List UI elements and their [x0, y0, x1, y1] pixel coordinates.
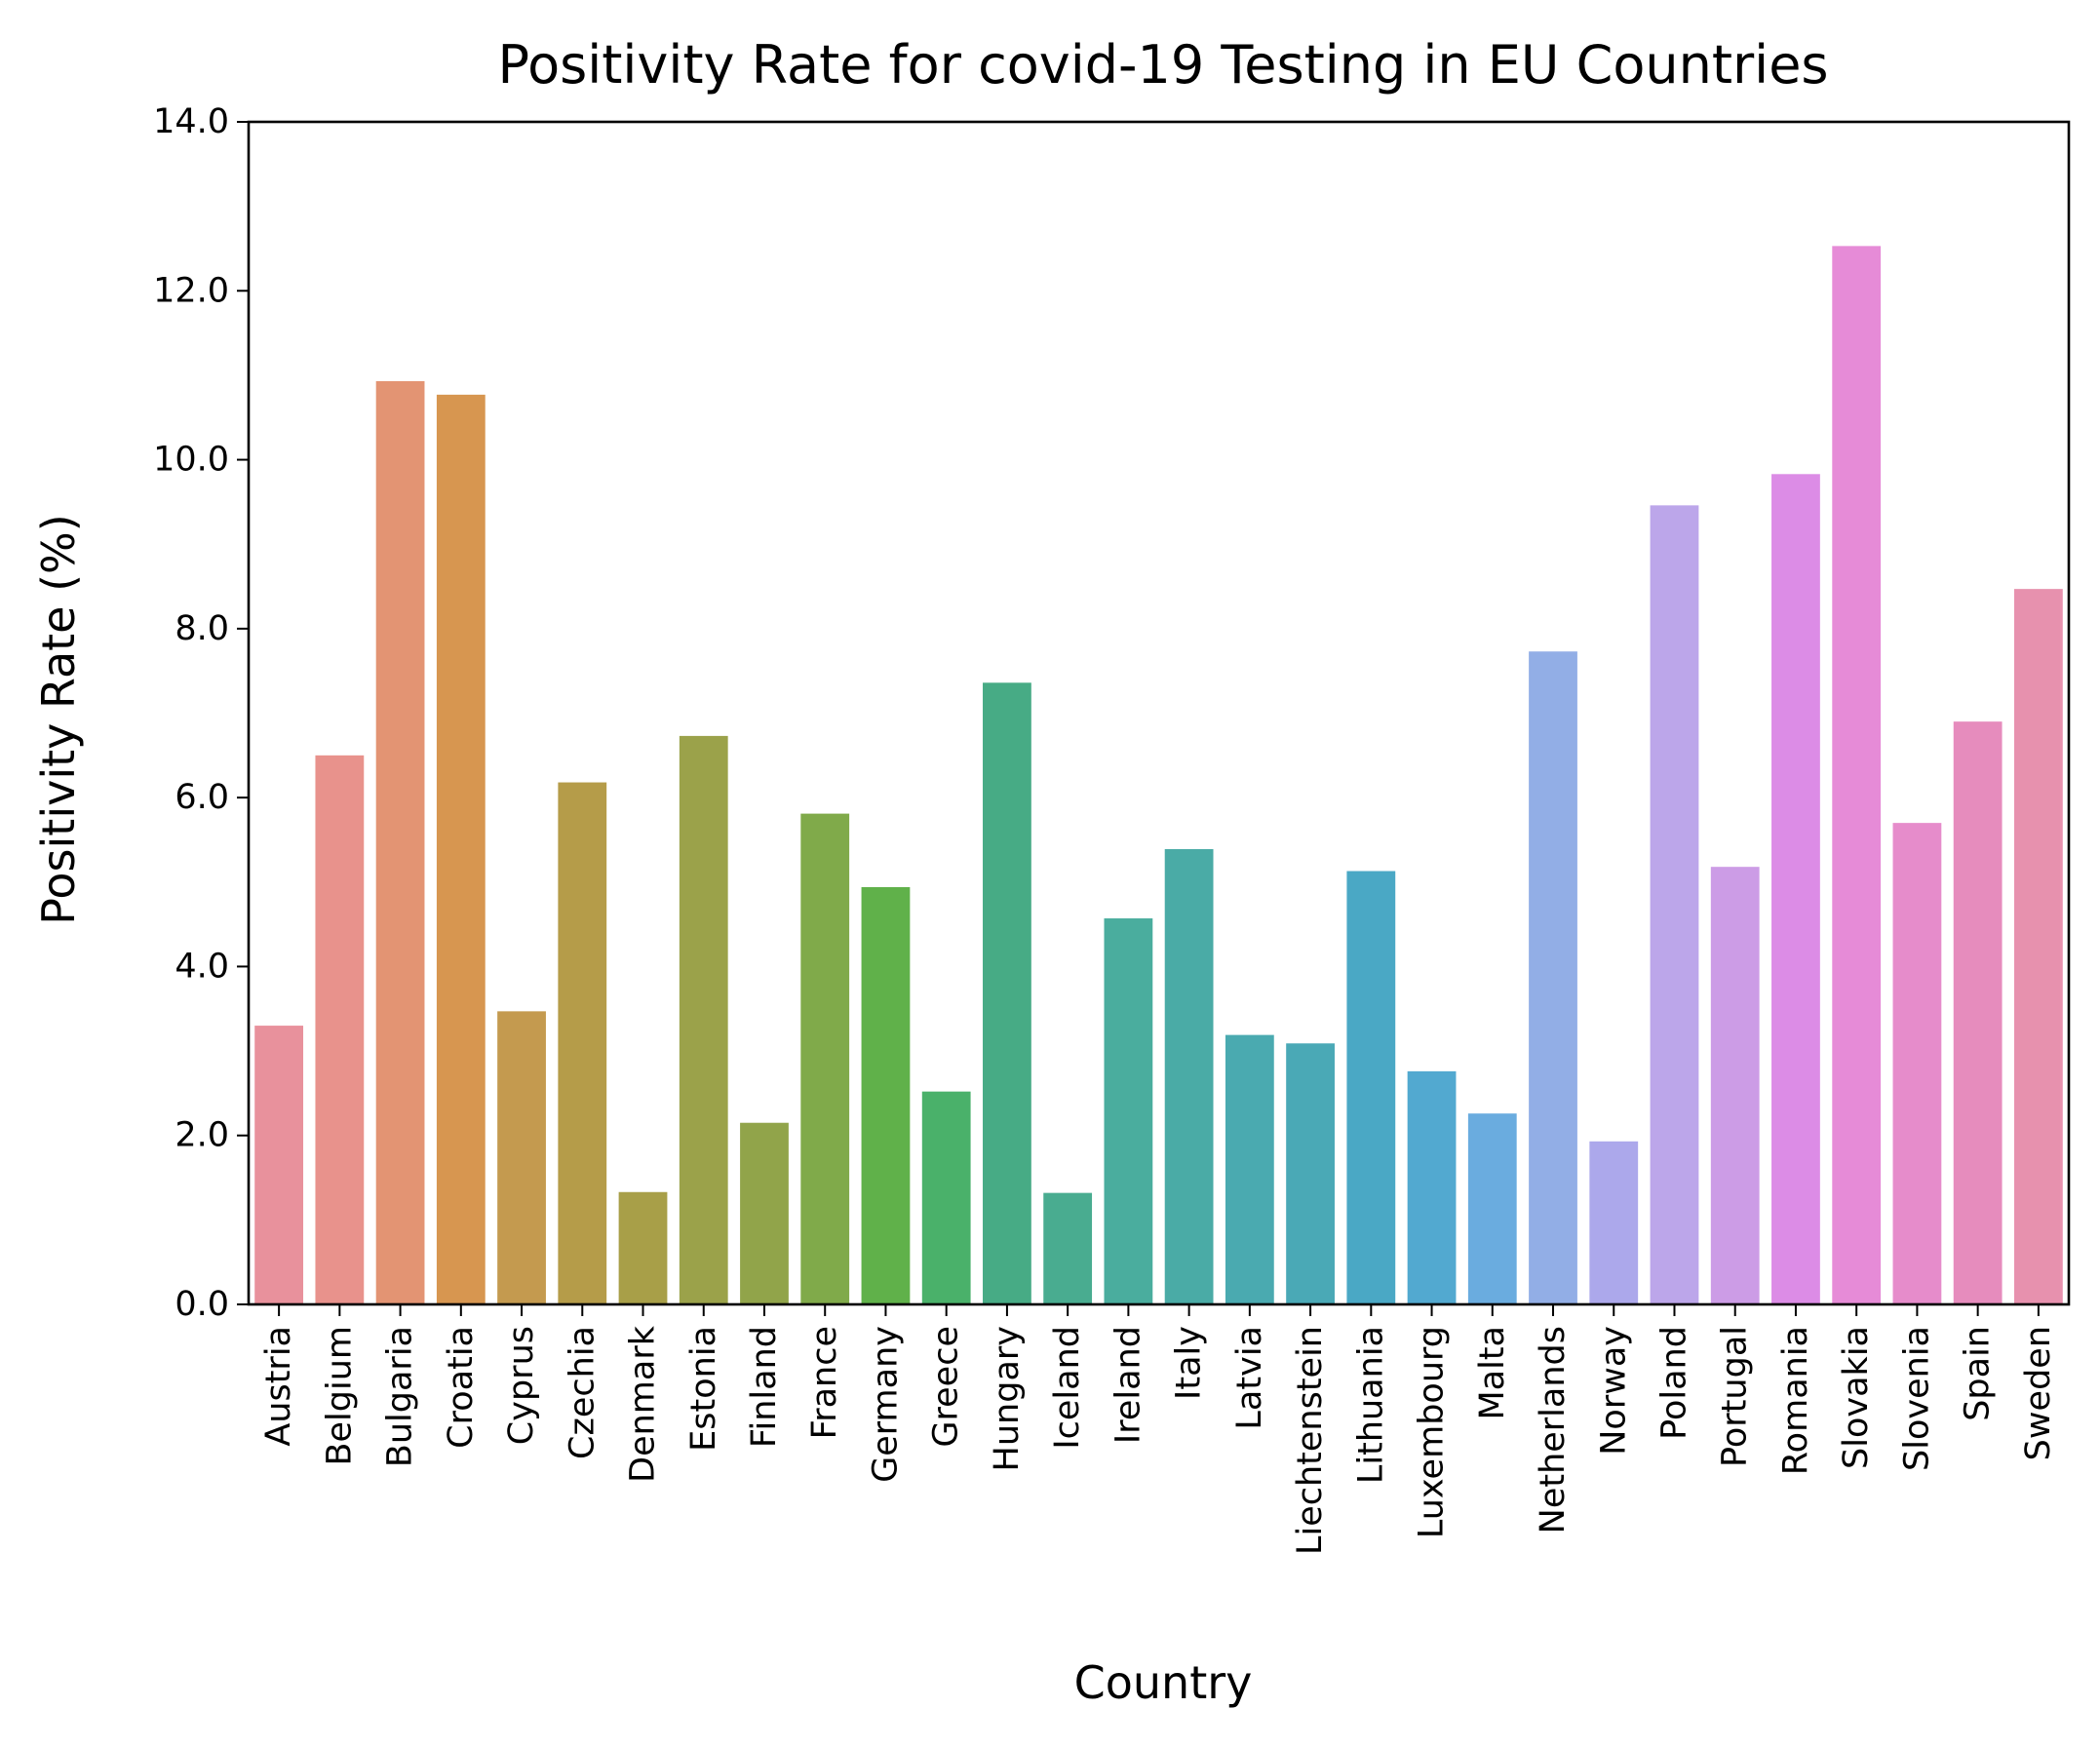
x-tick-label-netherlands: Netherlands — [1534, 1326, 1573, 1533]
x-tick-label-austria: Austria — [259, 1326, 298, 1447]
x-axis-title: Country — [1074, 1656, 1253, 1709]
x-tick-label-slovakia: Slovakia — [1837, 1326, 1876, 1469]
bar-portugal — [1710, 867, 1760, 1304]
x-tick-label-lithuania: Lithuania — [1351, 1326, 1390, 1484]
x-tick-label-sweden: Sweden — [2019, 1326, 2058, 1460]
x-tick-label-croatia: Croatia — [442, 1326, 481, 1449]
bar-slovakia — [1832, 246, 1882, 1305]
x-tick-label-germany: Germany — [866, 1326, 905, 1483]
y-tick-label: 10.0 — [153, 441, 229, 480]
x-tick-label-italy: Italy — [1170, 1326, 1209, 1400]
bar-greece — [921, 1091, 971, 1304]
bar-denmark — [618, 1191, 668, 1304]
x-tick-label-czechia: Czechia — [563, 1326, 602, 1459]
bar-italy — [1164, 848, 1214, 1304]
bar-austria — [254, 1026, 304, 1304]
bar-ireland — [1104, 918, 1153, 1304]
bar-luxembourg — [1407, 1070, 1457, 1304]
bar-liechtenstein — [1286, 1043, 1335, 1304]
x-tick-label-ireland: Ireland — [1108, 1326, 1147, 1444]
bar-croatia — [436, 394, 486, 1304]
bar-bulgaria — [375, 380, 425, 1305]
x-tick-label-romania: Romania — [1776, 1326, 1815, 1475]
x-tick-label-belgium: Belgium — [320, 1326, 359, 1466]
chart-title: Positivity Rate for covid-19 Testing in … — [497, 34, 1828, 96]
x-tick-label-latvia: Latvia — [1230, 1326, 1269, 1430]
bar-netherlands — [1529, 651, 1577, 1304]
x-tick-label-bulgaria: Bulgaria — [381, 1326, 420, 1467]
x-tick-label-cyprus: Cyprus — [502, 1326, 541, 1445]
bar-iceland — [1043, 1192, 1093, 1304]
x-tick-label-norway: Norway — [1594, 1326, 1633, 1456]
bar-norway — [1589, 1141, 1639, 1304]
bar-cyprus — [497, 1011, 546, 1304]
x-tick-label-luxembourg: Luxembourg — [1413, 1326, 1452, 1538]
y-tick-label: 8.0 — [175, 609, 229, 648]
x-tick-label-france: France — [805, 1326, 844, 1439]
x-tick-label-spain: Spain — [1959, 1326, 1998, 1421]
bar-germany — [861, 886, 911, 1304]
x-axis: Austria Belgium Bulgaria Croatia Cyprus Czech… — [259, 1304, 2058, 1555]
x-tick-label-estonia: Estonia — [684, 1326, 723, 1452]
x-tick-label-finland: Finland — [745, 1326, 784, 1448]
y-tick-label: 12.0 — [153, 271, 229, 310]
y-tick-label: 6.0 — [175, 778, 229, 817]
y-tick-label: 4.0 — [175, 947, 229, 986]
bar-estonia — [679, 735, 728, 1304]
y-axis: 0.0 2.0 4.0 6.0 8.0 10.0 12.0 14.0 — [153, 102, 249, 1324]
y-axis-title: Positivity Rate (%) — [32, 514, 85, 924]
bar-poland — [1650, 505, 1699, 1304]
bar-slovenia — [1892, 823, 1942, 1304]
bars-group — [254, 246, 2063, 1305]
bar-spain — [1953, 721, 2003, 1304]
x-tick-label-denmark: Denmark — [624, 1325, 663, 1483]
bar-finland — [740, 1122, 789, 1304]
x-tick-label-portugal: Portugal — [1716, 1326, 1755, 1467]
bar-latvia — [1225, 1034, 1274, 1304]
bar-czechia — [558, 782, 607, 1304]
x-tick-label-iceland: Iceland — [1048, 1326, 1087, 1450]
x-tick-label-slovenia: Slovenia — [1897, 1326, 1936, 1471]
x-tick-label-liechtenstein: Liechtenstein — [1291, 1326, 1330, 1555]
x-tick-label-malta: Malta — [1473, 1326, 1512, 1420]
x-tick-label-poland: Poland — [1654, 1326, 1693, 1440]
bar-hungary — [983, 682, 1031, 1304]
bar-lithuania — [1346, 871, 1396, 1304]
bar-belgium — [315, 755, 365, 1304]
y-tick-label: 2.0 — [175, 1116, 229, 1155]
bar-romania — [1771, 474, 1820, 1304]
bar-sweden — [2013, 589, 2063, 1304]
bar-malta — [1467, 1113, 1517, 1304]
x-tick-label-greece: Greece — [927, 1326, 966, 1448]
x-tick-label-hungary: Hungary — [988, 1326, 1027, 1471]
y-tick-label: 14.0 — [153, 102, 229, 141]
plot-frame — [247, 120, 2071, 1306]
y-tick-label: 0.0 — [175, 1285, 229, 1324]
bar-france — [800, 813, 850, 1304]
